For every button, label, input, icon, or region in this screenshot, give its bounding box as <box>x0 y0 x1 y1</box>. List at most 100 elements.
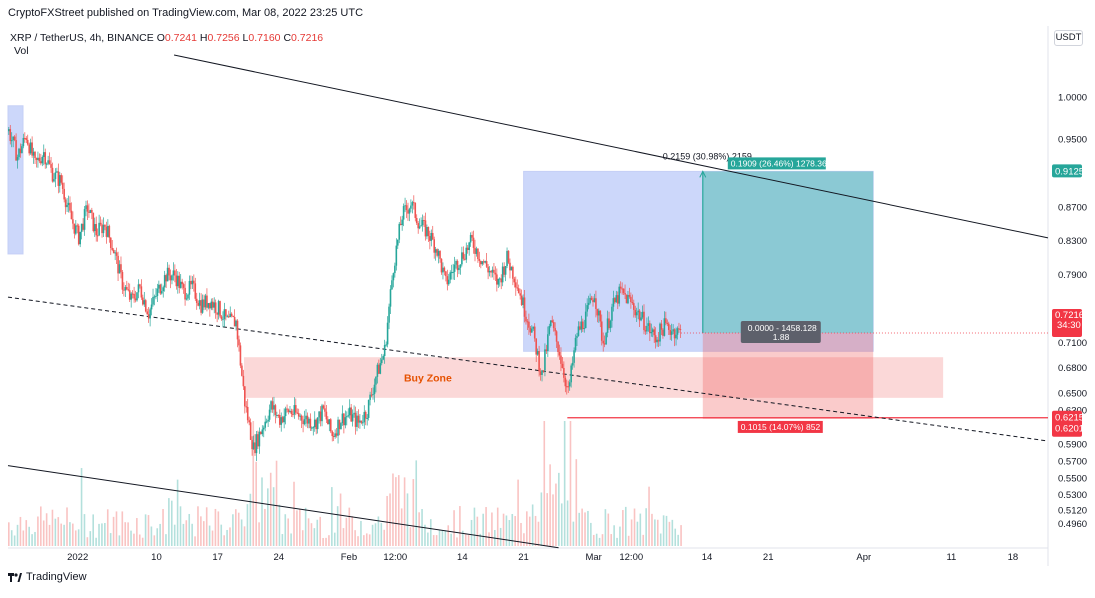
candle-body <box>552 322 555 329</box>
candle-body <box>51 167 54 182</box>
volume-bar <box>310 523 313 546</box>
publisher-caption: CryptoFXStreet published on TradingView.… <box>8 7 364 19</box>
candle-body <box>643 311 645 331</box>
candle-body <box>573 350 575 363</box>
candle-body <box>595 298 597 309</box>
candle-body <box>459 264 462 268</box>
volume-bar <box>249 493 252 546</box>
volume-bar <box>651 513 653 546</box>
candle-body <box>376 364 379 377</box>
candle-body <box>455 261 457 265</box>
candle-body <box>350 407 352 422</box>
y-tick-label: 0.4960 <box>1058 519 1087 530</box>
candle-body <box>187 294 189 299</box>
volume-legend[interactable]: Vol <box>14 45 29 57</box>
volume-bar <box>406 493 409 546</box>
volume-bar <box>153 535 156 546</box>
candle-body <box>549 320 552 327</box>
candle-body <box>498 278 501 280</box>
volume-bar <box>200 516 202 546</box>
volume-bar <box>566 500 569 546</box>
candle-body <box>487 266 489 273</box>
candle-body <box>147 314 150 319</box>
candle-body <box>628 295 631 297</box>
candle-body <box>287 409 290 412</box>
volume-bar <box>22 530 25 546</box>
volume-bar <box>537 521 540 546</box>
volume-bar <box>179 506 182 546</box>
candle-body <box>582 321 584 330</box>
candle-body <box>67 202 70 205</box>
y-tick-label: 0.5900 <box>1058 439 1087 450</box>
candle-body <box>8 129 10 132</box>
candle-body <box>618 286 621 304</box>
candle-body <box>494 272 497 275</box>
candle-body <box>516 287 519 289</box>
currency-button[interactable]: USDT <box>1054 30 1083 46</box>
candle-body <box>10 140 13 142</box>
volume-bar <box>639 513 642 546</box>
candle-body <box>95 224 98 236</box>
candle-body <box>334 433 336 437</box>
candle-body <box>608 318 610 329</box>
candle-body <box>319 411 322 422</box>
volume-bar <box>8 522 10 546</box>
position-profit-zone <box>702 171 874 334</box>
candle-body <box>589 297 591 303</box>
tradingview-footer[interactable]: TradingView <box>8 571 87 583</box>
candle-body <box>372 394 374 396</box>
candle-body <box>127 289 130 291</box>
volume-bar <box>284 514 287 546</box>
volume-bar <box>627 535 630 546</box>
candle-body <box>434 249 437 253</box>
volume-bar <box>136 518 138 546</box>
candle-body <box>364 411 367 419</box>
candle-body <box>500 278 503 283</box>
candle-body <box>165 275 167 282</box>
candle-body <box>229 313 232 318</box>
candle-body <box>641 311 644 318</box>
volume-bar <box>185 520 188 546</box>
volume-bar <box>450 533 452 546</box>
candle-body <box>621 288 623 290</box>
candle-body <box>398 223 401 240</box>
candle-body <box>503 266 505 275</box>
candle-body <box>660 323 663 330</box>
candle-body <box>290 410 293 415</box>
candle-body <box>453 264 456 272</box>
candle-body <box>514 282 517 288</box>
volume-bar <box>365 533 368 546</box>
candle-body <box>439 250 441 259</box>
candle-body <box>510 266 513 271</box>
candle-body <box>480 260 482 265</box>
candle-body <box>45 163 48 165</box>
candle-body <box>678 328 680 330</box>
candle-body <box>53 179 55 182</box>
candle-body <box>296 412 299 414</box>
candle-body <box>656 339 658 343</box>
x-tick-label: 10 <box>151 552 162 563</box>
candle-body <box>220 316 223 320</box>
volume-bar <box>261 477 263 546</box>
volume-bar <box>671 519 674 546</box>
y-tick-label: 0.9500 <box>1058 135 1087 146</box>
volume-bar <box>590 522 592 546</box>
volume-bar <box>400 508 403 546</box>
candle-body <box>162 287 165 292</box>
volume-bar <box>217 511 220 546</box>
candle-body <box>370 394 373 396</box>
volume-bar <box>648 486 650 546</box>
candle-body <box>331 431 334 436</box>
volume-bar <box>371 524 374 546</box>
volume-bar <box>677 534 679 546</box>
candle-body <box>182 284 185 288</box>
candle-body <box>564 377 567 387</box>
volume-bar <box>127 522 129 546</box>
candle-body <box>108 225 111 238</box>
last-price-badge <box>1052 309 1082 338</box>
candle-body <box>245 406 248 408</box>
candle-body <box>555 331 558 342</box>
candle-body <box>599 310 602 322</box>
symbol-legend[interactable]: XRP / TetherUS, 4h, BINANCE O0.7241 H0.7… <box>10 32 323 44</box>
